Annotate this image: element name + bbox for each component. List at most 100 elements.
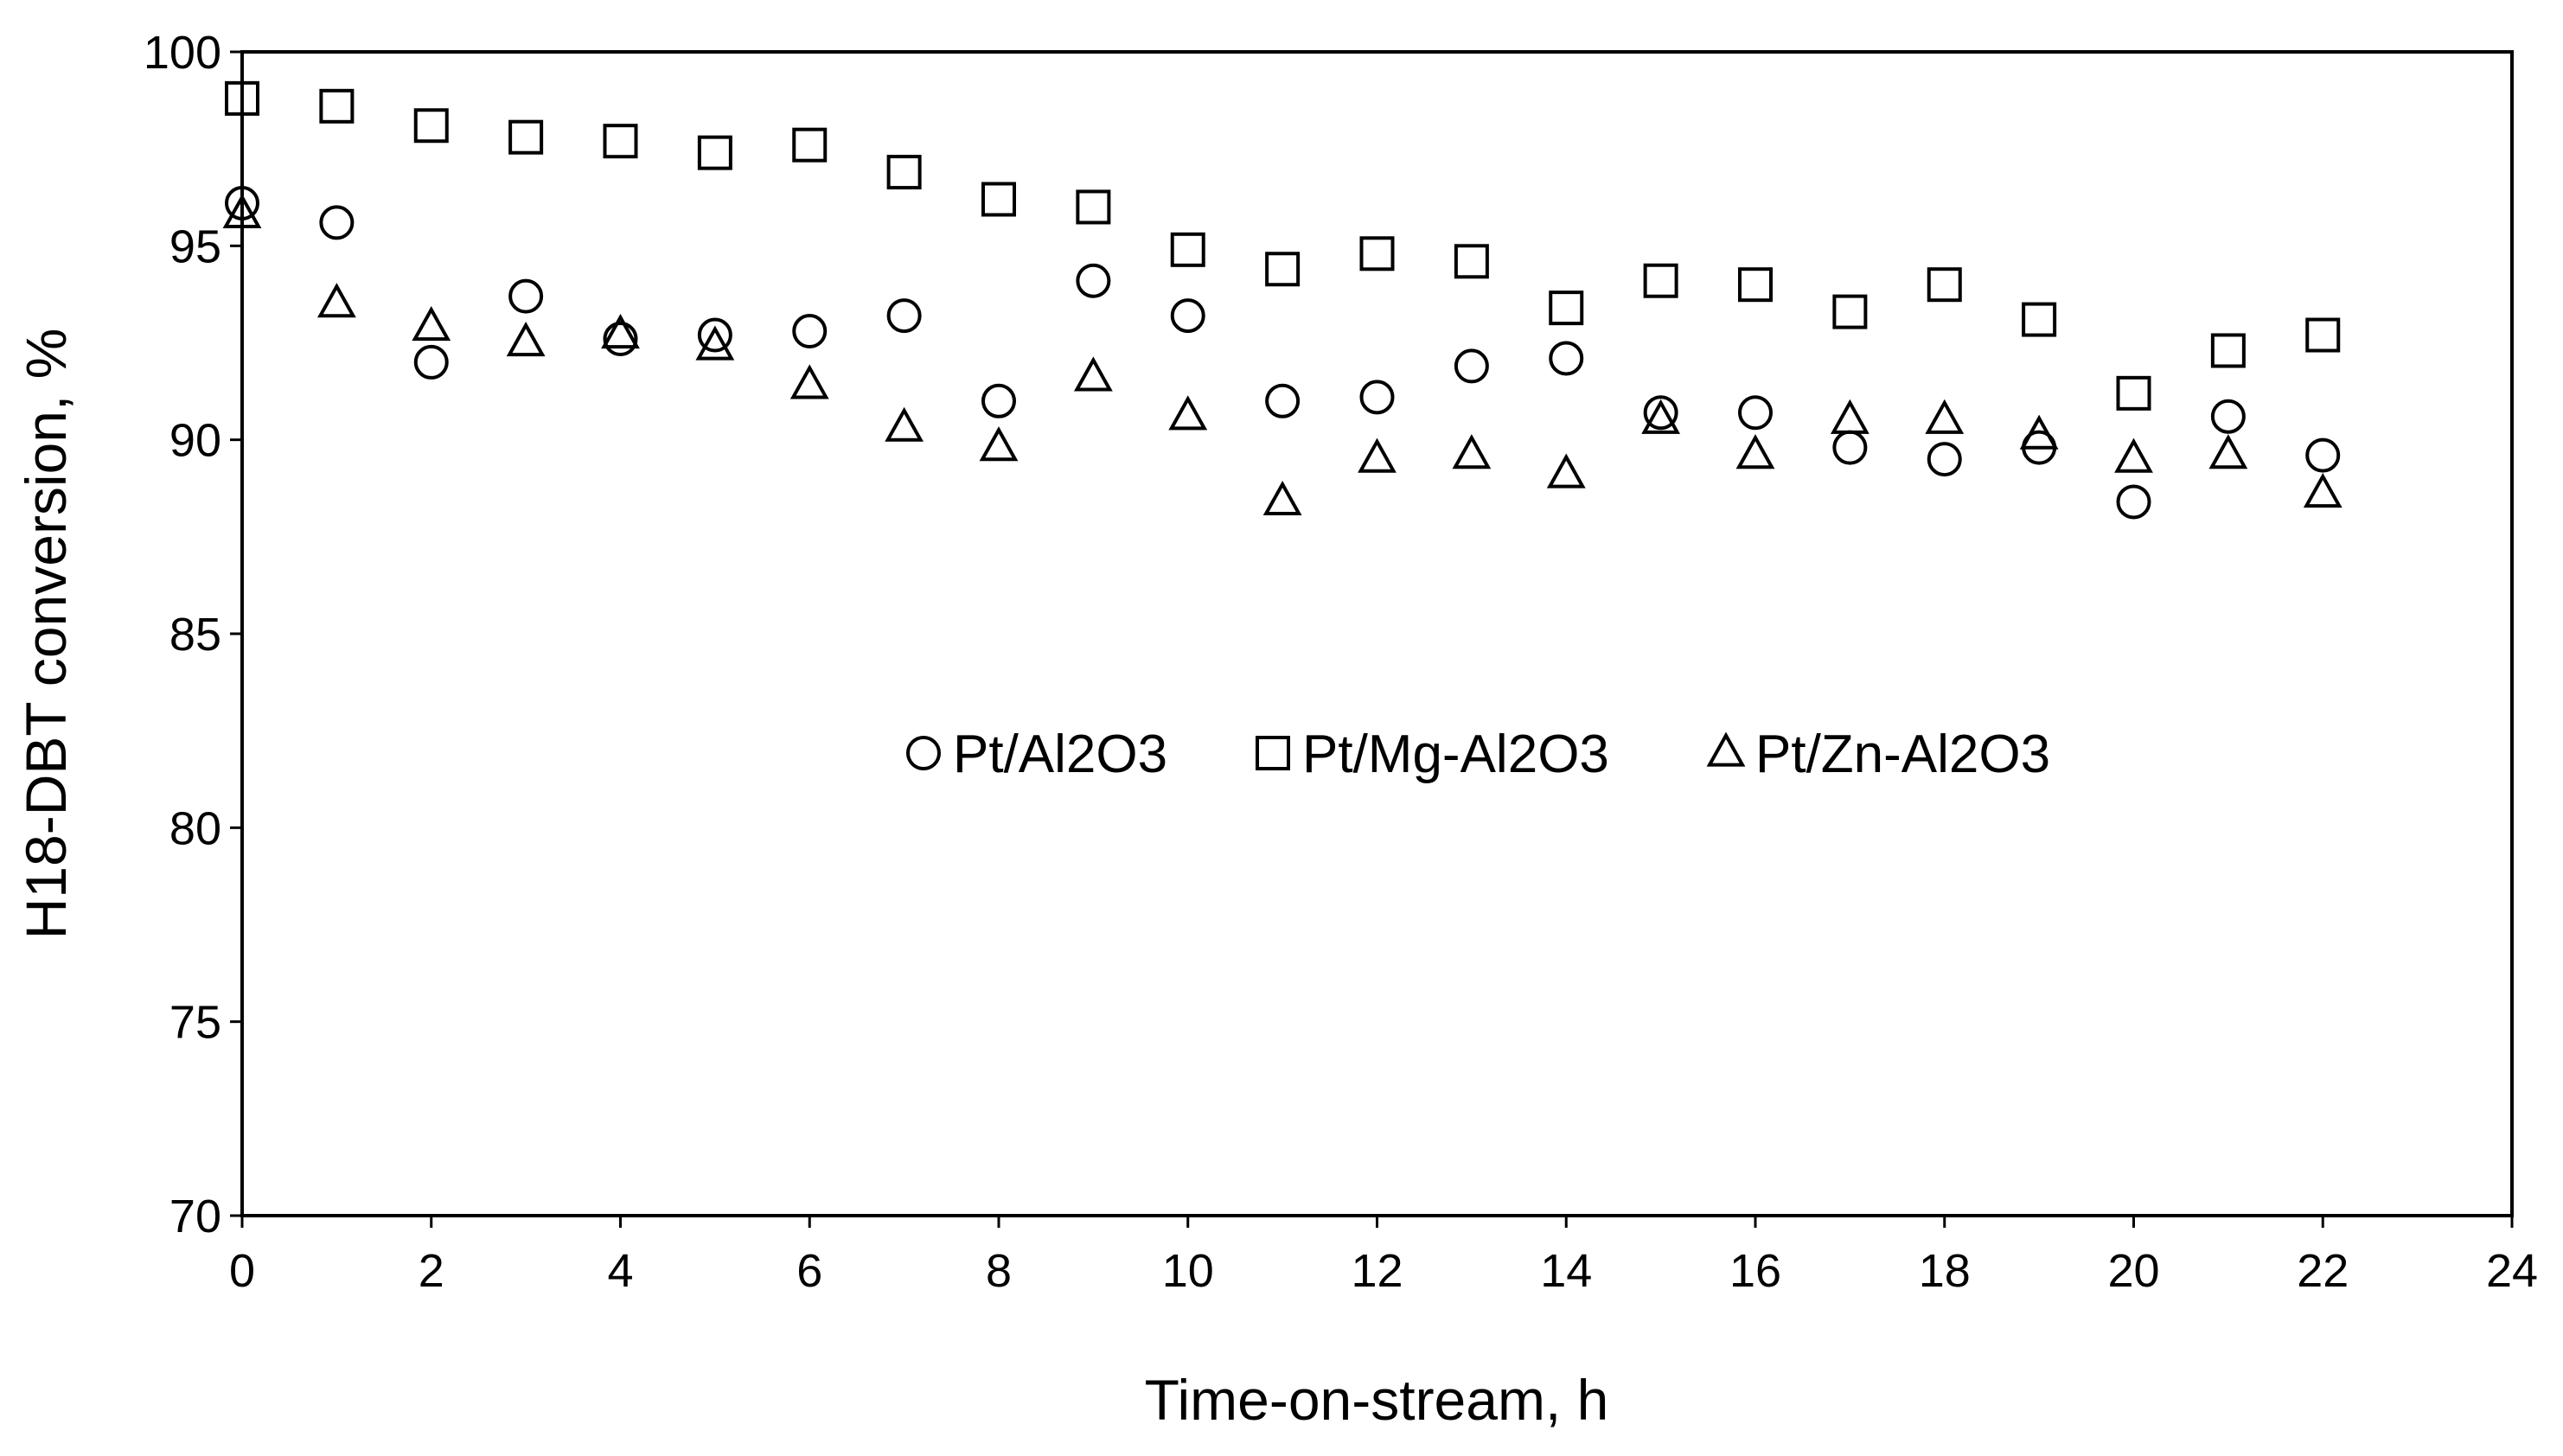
data-point-square — [1076, 189, 1111, 225]
data-point-circle — [697, 317, 732, 353]
data-point-square — [1359, 236, 1395, 271]
data-point-square — [1170, 232, 1205, 267]
data-point-triangle — [601, 314, 640, 349]
data-point-triangle — [2114, 437, 2153, 473]
y-tick-label: 75 — [169, 997, 221, 1049]
legend: Pt/Al2O3 Pt/Mg-Al2O3 Pt/Zn-Al2O3 — [906, 725, 2050, 784]
data-point-triangle — [1452, 434, 1492, 469]
y-tick-label: 100 — [144, 27, 221, 79]
data-point-triangle — [1925, 399, 1965, 434]
data-point-circle — [1549, 341, 1584, 376]
x-tick-label: 12 — [1351, 1245, 1403, 1297]
data-point-circle — [508, 278, 544, 314]
data-point-square — [1643, 263, 1678, 298]
data-point-triangle — [1830, 399, 1870, 434]
data-point-triangle — [316, 283, 356, 318]
data-point-circle — [1170, 298, 1205, 334]
data-point-circle — [1643, 395, 1678, 431]
legend-marker-circle — [906, 736, 941, 770]
data-point-triangle — [2303, 472, 2342, 508]
data-point-circle — [1076, 263, 1111, 298]
legend-label: Pt/Zn-Al2O3 — [1755, 725, 2050, 784]
data-point-square — [1738, 267, 1773, 303]
data-point-square — [2210, 333, 2246, 368]
x-tick-label: 0 — [229, 1245, 255, 1297]
data-point-triangle — [979, 426, 1019, 462]
x-tick-label: 6 — [796, 1245, 822, 1297]
data-point-square — [981, 182, 1016, 217]
data-point-triangle — [885, 406, 924, 442]
y-tick-label: 95 — [169, 220, 221, 272]
x-tick-label: 2 — [419, 1245, 444, 1297]
data-point-square — [792, 127, 828, 163]
data-point-square — [603, 124, 638, 159]
series-circle — [225, 185, 2341, 520]
data-point-triangle — [1358, 437, 1397, 473]
data-point-square — [319, 88, 355, 124]
x-tick-label: 14 — [1540, 1245, 1592, 1297]
plot-area — [240, 50, 2514, 1217]
x-tick-label: 22 — [2297, 1245, 2349, 1297]
data-point-circle — [981, 383, 1016, 418]
data-point-triangle — [1262, 480, 1302, 516]
data-point-triangle — [2019, 414, 2059, 450]
legend-marker-square — [1256, 736, 1290, 770]
data-point-triangle — [1168, 395, 1208, 431]
data-point-square — [886, 155, 922, 190]
data-point-circle — [886, 298, 922, 334]
data-point-circle — [2305, 437, 2341, 473]
data-point-square — [1549, 291, 1584, 326]
y-tick-label: 70 — [169, 1191, 221, 1242]
x-tick-label: 8 — [986, 1245, 1012, 1297]
data-point-square — [225, 80, 259, 116]
data-point-circle — [792, 314, 828, 349]
data-point-circle — [2116, 484, 2151, 520]
x-tick-label: 20 — [2107, 1245, 2159, 1297]
data-point-triangle — [1546, 453, 1586, 489]
data-point-circle — [2210, 399, 2246, 434]
y-tick-label: 80 — [169, 802, 221, 854]
y-axis: 70 75 80 85 90 95 100 — [144, 27, 242, 1242]
data-point-square — [1927, 267, 1962, 303]
data-point-triangle — [412, 306, 451, 342]
data-point-circle — [225, 185, 259, 220]
data-point-square — [2305, 317, 2341, 353]
data-point-triangle — [2208, 434, 2248, 469]
x-tick-label: 18 — [1919, 1245, 1971, 1297]
series-square — [225, 80, 2341, 411]
data-point-triangle — [789, 364, 829, 399]
data-point-square — [413, 108, 449, 144]
x-tick-label: 4 — [607, 1245, 633, 1297]
data-markers — [222, 80, 2342, 520]
legend-marker-triangle — [1706, 731, 1746, 767]
legend-label: Pt/Al2O3 — [953, 725, 1167, 784]
y-tick-label: 85 — [169, 609, 221, 661]
data-point-triangle — [1073, 356, 1113, 392]
data-point-square — [2022, 302, 2057, 337]
data-point-triangle — [1641, 399, 1681, 434]
data-point-triangle — [506, 322, 546, 357]
x-tick-label: 10 — [1162, 1245, 1214, 1297]
x-tick-label: 16 — [1729, 1245, 1781, 1297]
data-point-circle — [1359, 380, 1395, 415]
data-point-square — [1454, 244, 1489, 279]
data-point-triangle — [222, 193, 262, 229]
data-point-square — [697, 135, 732, 170]
data-point-circle — [319, 205, 355, 240]
x-axis-title: Time-on-stream, h — [1145, 1368, 1609, 1432]
data-point-square — [1265, 252, 1301, 287]
x-axis: 0 2 4 6 8 10 12 14 16 18 20 22 24 — [229, 1216, 2538, 1297]
data-point-triangle — [1735, 434, 1775, 469]
data-point-square — [1832, 294, 1868, 329]
legend-label: Pt/Mg-Al2O3 — [1302, 725, 1609, 784]
y-axis-title: H18-DBT conversion, % — [14, 329, 78, 940]
data-point-circle — [1738, 395, 1773, 431]
data-point-circle — [1927, 442, 1962, 477]
y-tick-label: 90 — [169, 415, 221, 467]
x-tick-label: 24 — [2486, 1245, 2538, 1297]
data-point-square — [508, 119, 544, 155]
data-point-circle — [413, 344, 449, 380]
data-point-triangle — [695, 325, 735, 361]
series-triangle — [222, 193, 2342, 516]
